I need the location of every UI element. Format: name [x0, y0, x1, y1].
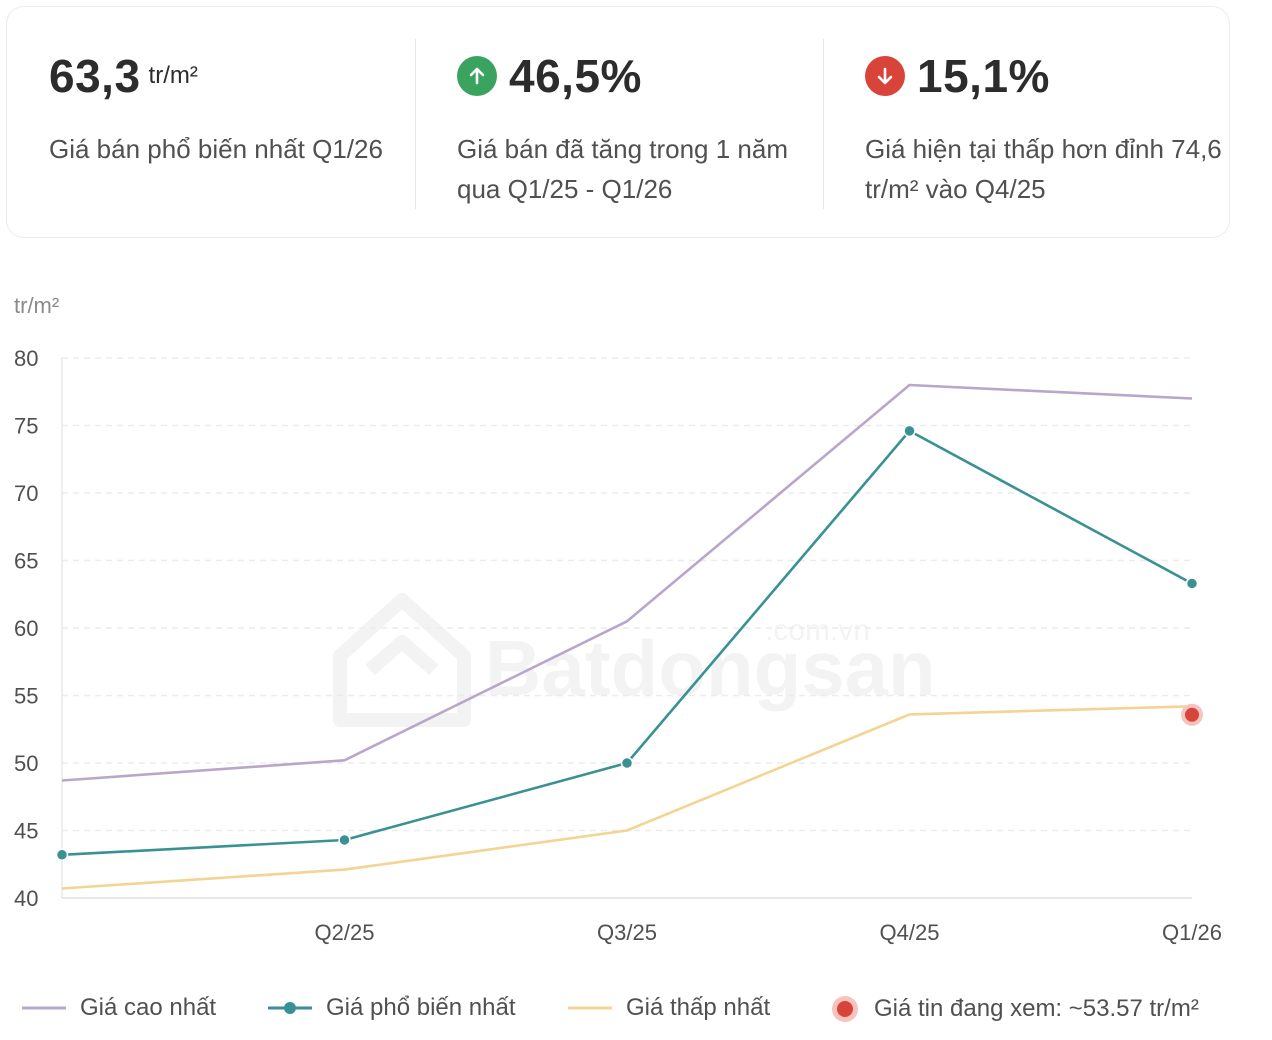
legend-line-icon	[568, 1006, 612, 1010]
stat-description: Giá bán đã tăng trong 1 năm qua Q1/25 - …	[457, 134, 789, 204]
stat-value: 63,3	[49, 50, 141, 102]
y-tick-label: 65	[14, 549, 38, 574]
x-tick-label: Q1/26	[1162, 920, 1222, 945]
y-tick-label: 40	[14, 886, 38, 911]
stat-description: Giá bán phổ biến nhất Q1/26	[49, 134, 383, 164]
legend-label: Giá phổ biến nhất	[326, 994, 516, 1021]
x-tick-label: Q2/25	[315, 920, 375, 945]
x-tick-label: Q4/25	[880, 920, 940, 945]
stat-value: 15,1%	[917, 50, 1050, 102]
data-point-common	[903, 424, 916, 438]
y-tick-label: 70	[14, 481, 38, 506]
x-axis-ticks: Q2/25 Q3/25 Q4/25 Q1/26	[315, 920, 1222, 945]
arrow-up-icon	[457, 56, 497, 96]
grid	[61, 357, 1192, 899]
stat-value-row: 15,1%	[865, 49, 1050, 103]
data-point-common	[55, 848, 69, 862]
y-tick-label: 50	[14, 751, 38, 776]
x-tick-label: Q3/25	[597, 920, 657, 945]
stat-divider	[415, 39, 416, 209]
stat-value-row: 46,5%	[457, 49, 642, 103]
stats-card: 63,3 tr/m² Giá bán phổ biến nhất Q1/26 4…	[6, 6, 1230, 238]
legend-item-common: Giá phổ biến nhất	[268, 994, 515, 1022]
legend-line-icon	[22, 1006, 66, 1010]
series-line-high	[61, 383, 1193, 782]
series-markers	[55, 424, 1199, 862]
y-tick-label: 55	[14, 684, 38, 709]
y-axis-ticks: 40 45 50 55 60 65 70 75 80	[14, 346, 38, 911]
watermark-logo: Batdongsan .com.vn	[333, 593, 936, 727]
legend-line-marker-icon	[268, 1002, 312, 1014]
data-point-common	[620, 756, 634, 770]
legend-item-current: Giá tin đang xem: ~53.57 tr/m²	[830, 994, 1199, 1024]
arrow-down-icon	[865, 56, 905, 96]
series-line-low	[61, 705, 1193, 890]
legend-dot-icon	[832, 996, 858, 1022]
data-point-common	[1185, 577, 1199, 590]
price-line-chart: Batdongsan .com.vn tr/m² 40 45 50 55 60 65 70 7…	[14, 293, 1222, 945]
stat-value-row: 63,3 tr/m²	[49, 49, 198, 103]
stat-value: 46,5%	[509, 50, 642, 102]
legend-label: Giá cao nhất	[80, 994, 217, 1021]
data-point-common	[338, 833, 351, 847]
y-tick-label: 80	[14, 346, 38, 371]
current-listing-marker	[1185, 707, 1199, 722]
legend-item-high: Giá cao nhất	[22, 994, 216, 1022]
watermark-text: Batdongsan	[485, 624, 936, 712]
legend-label: Giá tin đang xem: ~53.57 tr/m²	[874, 995, 1199, 1022]
y-tick-label: 45	[14, 819, 38, 844]
current-listing-marker-group	[1181, 703, 1203, 726]
y-tick-label: 75	[14, 414, 38, 439]
watermark-domain: .com.vn	[765, 614, 870, 647]
legend-item-low: Giá thấp nhất	[568, 994, 770, 1022]
stat-description: Giá hiện tại thấp hơn đỉnh 74,6 tr/m² và…	[865, 134, 1222, 204]
stat-divider	[823, 39, 824, 209]
stat-unit: tr/m²	[148, 62, 198, 89]
chart-legend: Giá cao nhất Giá phổ biến nhất Giá thấp …	[22, 994, 1272, 1034]
legend-label: Giá thấp nhất	[626, 994, 771, 1021]
y-axis-unit-label: tr/m²	[14, 293, 59, 318]
y-tick-label: 60	[14, 616, 38, 641]
